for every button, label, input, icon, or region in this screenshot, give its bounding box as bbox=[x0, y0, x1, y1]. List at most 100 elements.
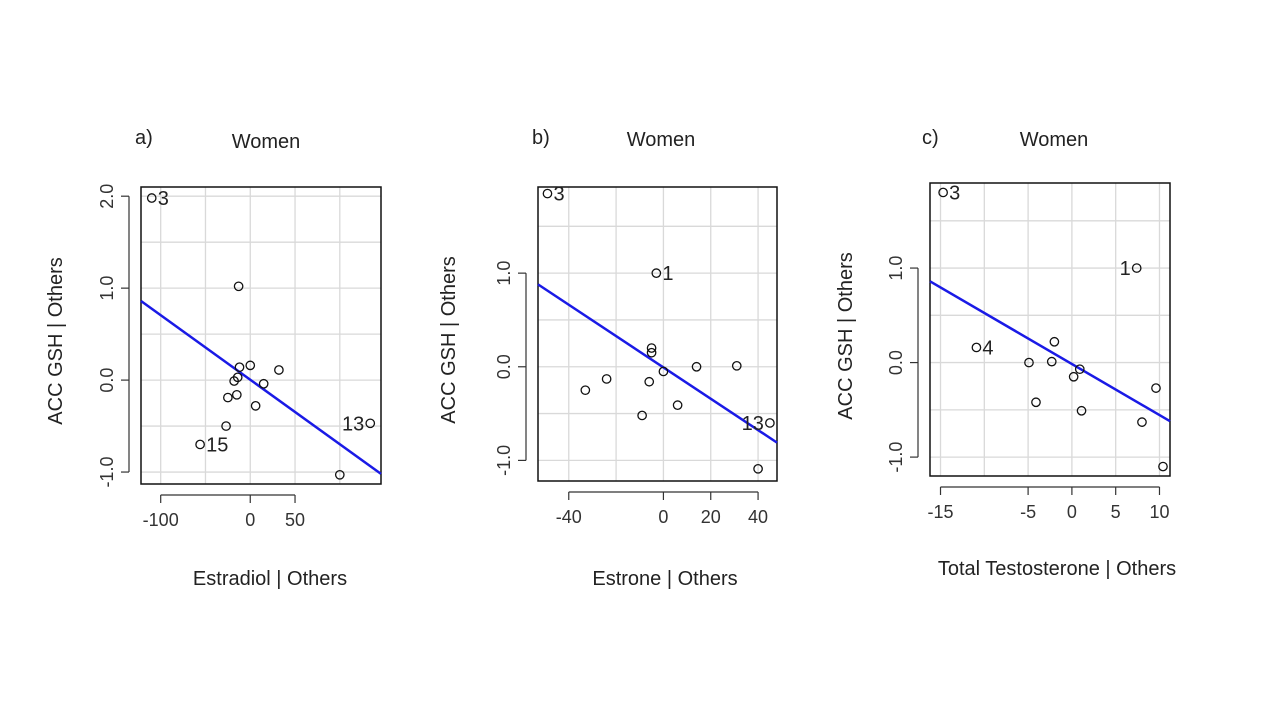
data-point bbox=[672, 400, 683, 411]
point-label: 13 bbox=[342, 413, 364, 435]
data-point bbox=[221, 421, 231, 431]
data-point bbox=[365, 418, 376, 429]
grid-lines bbox=[538, 187, 777, 481]
data-point bbox=[1076, 405, 1087, 416]
data-point bbox=[765, 418, 775, 428]
data-point bbox=[1151, 383, 1161, 393]
chart-title: Women bbox=[627, 129, 696, 151]
x-axis: -100 0 50 bbox=[143, 494, 305, 530]
grid-lines bbox=[141, 187, 381, 484]
panel-label: b) bbox=[532, 127, 550, 149]
data-point bbox=[646, 343, 657, 353]
x-axis: -15 -5 0 5 10 bbox=[928, 486, 1170, 522]
x-tick-label: 40 bbox=[748, 507, 768, 527]
data-point bbox=[234, 362, 245, 373]
data-point bbox=[691, 361, 702, 372]
point-label: 1 bbox=[1120, 258, 1131, 280]
data-point bbox=[753, 463, 763, 474]
y-tick-label: 0.0 bbox=[886, 350, 906, 375]
data-point bbox=[274, 365, 284, 375]
panel-c: c) Women 3 1 4 -1.0 0.0 1.0 -15 -5 0 5 10 ACC GS… bbox=[835, 127, 1176, 580]
data-point bbox=[1158, 461, 1168, 472]
data-point bbox=[601, 374, 612, 384]
x-tick-label: 10 bbox=[1149, 502, 1169, 522]
regression-line bbox=[537, 283, 778, 444]
x-tick-label: 0 bbox=[245, 510, 255, 530]
data-point bbox=[146, 193, 157, 203]
data-point bbox=[1068, 371, 1079, 382]
data-point bbox=[644, 376, 655, 387]
plot-frame bbox=[537, 186, 778, 482]
x-tick-label: 0 bbox=[658, 507, 668, 527]
plot-frame bbox=[140, 186, 382, 485]
y-tick-label: -1.0 bbox=[886, 442, 906, 473]
data-point bbox=[245, 360, 256, 371]
data-point bbox=[1137, 417, 1147, 427]
point-label: 3 bbox=[158, 188, 169, 210]
data-point bbox=[250, 400, 261, 411]
data-point bbox=[334, 469, 345, 480]
point-label: 1 bbox=[662, 263, 673, 285]
y-axis: -1.0 0.0 1.0 bbox=[886, 256, 919, 473]
panel-label: c) bbox=[922, 127, 939, 149]
point-label: 13 bbox=[742, 413, 764, 435]
y-tick-label: 1.0 bbox=[494, 261, 514, 286]
data-point bbox=[646, 347, 657, 358]
point-label: 3 bbox=[949, 182, 960, 204]
data-point bbox=[542, 188, 553, 199]
data-point bbox=[258, 378, 269, 389]
y-tick-label: 0.0 bbox=[494, 354, 514, 379]
y-tick-label: 1.0 bbox=[97, 276, 117, 301]
data-points: 3 15 13 bbox=[146, 188, 376, 480]
panel-label: a) bbox=[135, 127, 153, 149]
x-tick-label: -5 bbox=[1020, 502, 1036, 522]
chart-title: Women bbox=[232, 131, 301, 153]
data-points: 3 1 13 bbox=[542, 184, 775, 474]
data-point bbox=[231, 389, 242, 400]
data-point bbox=[731, 360, 742, 371]
y-tick-label: 0.0 bbox=[97, 368, 117, 393]
y-tick-label: 2.0 bbox=[97, 184, 117, 209]
x-axis: -40 0 20 40 bbox=[556, 491, 768, 527]
data-point bbox=[658, 366, 669, 377]
data-point bbox=[233, 281, 244, 292]
grid-lines bbox=[930, 183, 1170, 476]
point-label: 3 bbox=[553, 184, 564, 206]
panel-a: a) Women 3 15 13 -1.0 0.0 1.0 2.0 -100 0 50 ACC… bbox=[45, 127, 382, 590]
point-label: 4 bbox=[982, 337, 993, 359]
x-tick-label: -15 bbox=[928, 502, 954, 522]
x-tick-label: 50 bbox=[285, 510, 305, 530]
data-point bbox=[223, 392, 233, 403]
y-tick-label: -1.0 bbox=[97, 457, 117, 488]
point-label: 15 bbox=[206, 434, 228, 456]
x-tick-label: 5 bbox=[1111, 502, 1121, 522]
data-point bbox=[1046, 356, 1057, 367]
plot-frame bbox=[929, 182, 1171, 477]
x-axis-label: Total Testosterone | Others bbox=[938, 558, 1176, 580]
y-axis: -1.0 0.0 1.0 2.0 bbox=[97, 184, 130, 488]
chart-title: Women bbox=[1020, 129, 1089, 151]
data-point bbox=[637, 410, 647, 421]
x-axis-label: Estrone | Others bbox=[592, 568, 737, 590]
data-point bbox=[651, 268, 662, 278]
y-axis-label: ACC GSH | Others bbox=[835, 252, 857, 419]
x-axis-label: Estradiol | Others bbox=[193, 568, 347, 590]
data-point bbox=[1031, 397, 1041, 408]
panel-b: b) Women 3 1 13 -1.0 0.0 1.0 -40 0 20 40 ACC GS… bbox=[438, 127, 778, 590]
data-point bbox=[938, 187, 948, 198]
data-point bbox=[971, 342, 982, 353]
x-tick-label: -40 bbox=[556, 507, 582, 527]
data-point bbox=[1049, 336, 1060, 347]
data-point bbox=[229, 376, 239, 386]
data-point bbox=[1131, 263, 1142, 273]
y-axis: -1.0 0.0 1.0 bbox=[494, 261, 527, 476]
data-points: 3 1 4 bbox=[938, 182, 1168, 472]
data-point bbox=[1074, 364, 1085, 375]
x-tick-label: 0 bbox=[1067, 502, 1077, 522]
y-tick-label: 1.0 bbox=[886, 256, 906, 281]
data-point bbox=[580, 385, 591, 396]
regression-line bbox=[929, 280, 1171, 423]
x-tick-label: -100 bbox=[143, 510, 179, 530]
data-point bbox=[1024, 357, 1034, 368]
